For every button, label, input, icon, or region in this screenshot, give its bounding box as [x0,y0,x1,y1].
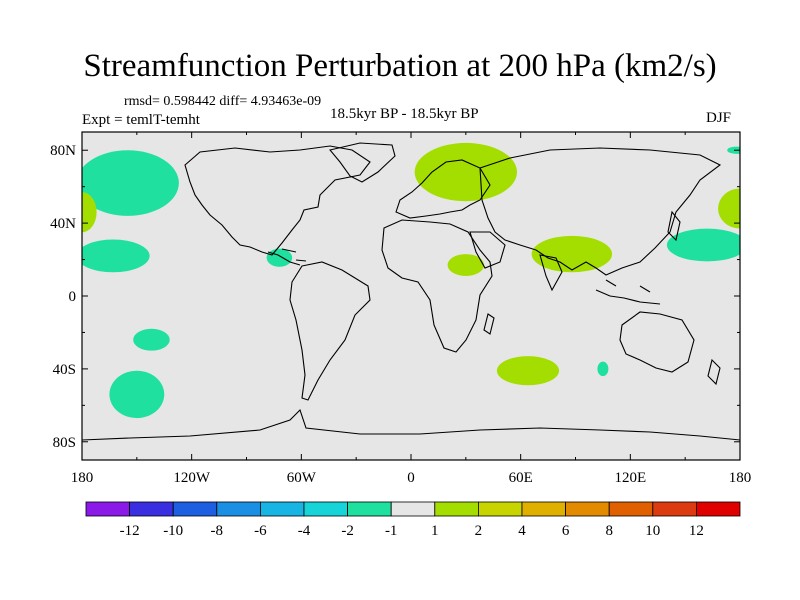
y-tick-label: 40S [53,362,76,378]
anomaly-region-west-pacific-20n [666,228,740,262]
colorbar-swatch [434,501,479,517]
colorbar-swatch [129,501,174,517]
colorbar-label: -6 [254,523,267,539]
colorbar-label: 10 [645,523,660,539]
stats-line: rmsd= 0.598442 diff= 4.93463e-09 [124,94,322,109]
colorbar-swatch [172,501,218,517]
map-background [82,132,740,460]
y-tick-label: 80S [53,435,76,451]
anomaly-region-south-pacific-55s [109,370,165,419]
coastline-arabia [469,231,506,269]
coastline-australia [619,311,695,373]
colorbar-label: -1 [385,523,398,539]
x-tick-label: 120W [173,470,211,486]
colorbar-swatch [390,501,436,517]
colorbar-swatch [477,501,523,517]
coastline-north-america [184,145,371,256]
colorbar-swatch [652,501,697,517]
colorbar-swatch [608,501,654,517]
coastline-europe [395,159,491,219]
season-label: DJF [706,110,732,126]
anomaly-regions [82,142,740,419]
anomaly-region-atlantic-europe-60n [414,142,518,202]
colorbar: -12 -10 -8 -6 -4 -2 -1 1 2 4 6 8 10 12 [85,501,741,539]
coastline-africa [381,219,493,353]
colorbar-label: 12 [689,523,704,539]
anomaly-region-south-indian-ocean [496,356,560,386]
experiment-label: Expt = temlT-temht [82,112,200,128]
anomaly-region-east-edge-65n [727,146,740,154]
x-tick-label: 60E [509,470,533,486]
anomaly-region-east-pacific-45n [718,188,740,229]
colorbar-swatch [565,501,610,517]
colorbar-label: -12 [120,523,140,539]
coastline-south-america [289,261,371,401]
x-tick-label: 120E [614,470,646,486]
coastline-japan [667,210,681,242]
anomaly-region-south-asia [531,235,613,273]
anomaly-region-caribbean [266,248,293,267]
y-axis: 80N 40N 0 40S 80S [50,143,740,451]
colorbar-swatch [696,501,741,517]
coastline-madagascar [483,313,495,335]
colorbar-label: 8 [605,523,613,539]
colorbar-label: 6 [562,523,570,539]
y-tick-label: 80N [50,143,76,159]
coastline-greenland [329,142,396,183]
x-axis: 180 120W 60W 0 60E 120E 180 [71,132,752,486]
period-label: 18.5kyr BP - 18.5kyr BP [330,106,479,122]
colorbar-label: 1 [431,523,439,539]
anomaly-region-north-pacific-mid-lat [82,239,150,273]
colorbar-label: -8 [211,523,224,539]
coastline-india [539,254,563,292]
colorbar-swatch [347,501,392,517]
colorbar-label: -10 [163,523,183,539]
coastline-indonesia [595,279,661,305]
coastline-new-zealand [707,358,721,386]
coastline-caribbean [267,248,307,266]
chart-title: Streamfunction Perturbation at 200 hPa (… [83,48,717,84]
x-tick-label: 0 [407,470,415,486]
x-tick-label: 180 [729,470,752,486]
colorbar-swatch [303,501,348,517]
anomaly-region-west-edge-45n [82,192,97,233]
anomaly-region-north-pacific-high-lat [82,150,179,216]
coastline-antarctica [82,408,740,441]
colorbar-label: 4 [518,523,526,539]
y-tick-label: 40N [50,216,76,232]
x-tick-label: 60W [287,470,317,486]
anomaly-region-south-pacific-30s [133,328,170,351]
colorbar-swatch [216,501,261,517]
anomaly-region-africa-20n [447,254,485,276]
y-tick-label: 0 [69,289,77,305]
x-tick-label: 180 [71,470,94,486]
coastlines [82,142,740,441]
colorbar-label: 2 [475,523,483,539]
colorbar-label: -2 [341,523,354,539]
colorbar-swatch [259,501,305,517]
colorbar-swatch [521,501,566,517]
colorbar-label: -4 [298,523,311,539]
colorbar-swatch [85,501,130,517]
anomaly-region-indian-ocean-south [597,361,609,377]
coastline-asia [479,147,722,276]
